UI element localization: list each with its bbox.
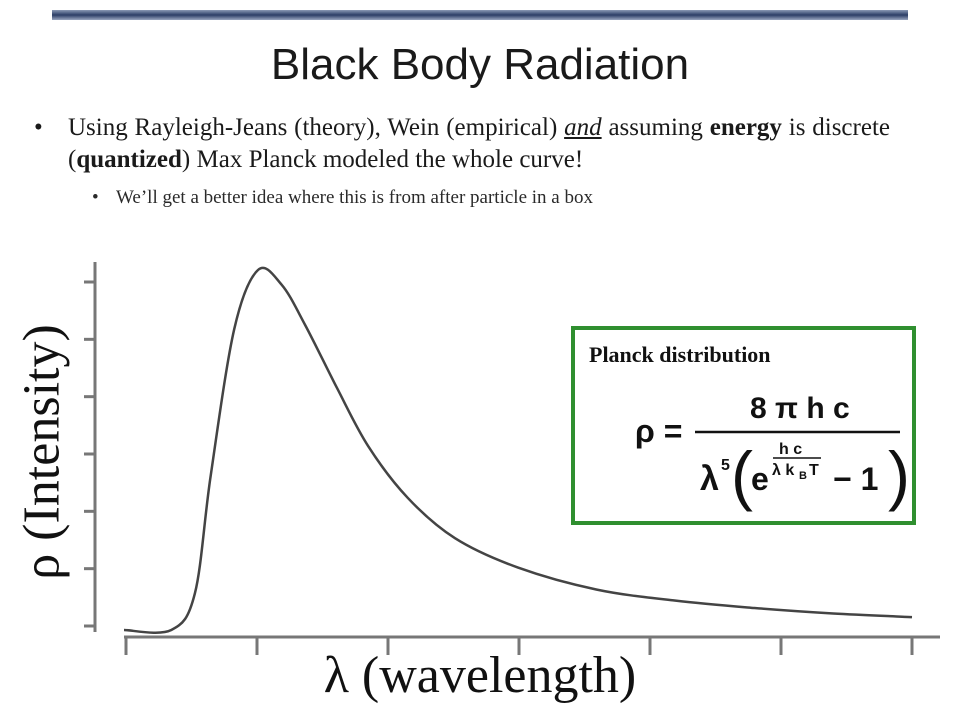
formula-e: e (751, 461, 769, 497)
formula-exp-t: T (809, 462, 819, 479)
planck-formula-box: Planck distribution ρ = 8 π h c λ 5 ( e … (571, 326, 916, 525)
bullet-text: ) Max Planck modeled the whole curve! (181, 146, 584, 173)
formula-numerator: 8 π h c (750, 392, 850, 425)
bullet-text-and: and (564, 114, 602, 141)
bullet-list: • Using Rayleigh-Jeans (theory), Wein (e… (30, 112, 890, 210)
x-axis-label: λ (wavelength) (323, 647, 637, 704)
bullet-text: is discrete ( (68, 114, 890, 173)
bullet-text-energy: energy (709, 114, 782, 141)
bullet-dot: • (92, 187, 99, 208)
header-rule (52, 10, 908, 20)
formula-label: Planck distribution (589, 342, 771, 367)
bullet-text: assuming (601, 114, 710, 141)
y-axis-label: ρ (Intensity) (13, 324, 71, 580)
planck-formula: ρ = 8 π h c λ 5 ( e h c λ k B T − 1 ) (635, 392, 910, 512)
formula-lambda: λ (700, 460, 719, 498)
formula-power-5: 5 (721, 457, 730, 474)
formula-exp-den: λ k (772, 462, 794, 479)
formula-exp-num: h c (779, 441, 802, 458)
formula-close-paren: ) (888, 438, 910, 512)
formula-lhs: ρ = (635, 413, 682, 449)
formula-exp-sub: B (799, 470, 807, 482)
formula-open-paren: ( (731, 438, 753, 512)
slide-title: Black Body Radiation (270, 40, 690, 89)
bullet-dot: • (34, 114, 43, 141)
bullet-main: • Using Rayleigh-Jeans (theory), Wein (e… (30, 112, 890, 176)
bullet-text-quantized: quantized (76, 146, 182, 173)
bullet-sub: • We’ll get a better idea where this is … (30, 186, 890, 210)
formula-minus-one: − 1 (833, 461, 878, 497)
planck-curve (123, 266, 913, 634)
bullet-text: Using Rayleigh-Jeans (theory), Wein (emp… (68, 114, 565, 141)
bullet-sub-text: We’ll get a better idea where this is fr… (116, 187, 593, 208)
